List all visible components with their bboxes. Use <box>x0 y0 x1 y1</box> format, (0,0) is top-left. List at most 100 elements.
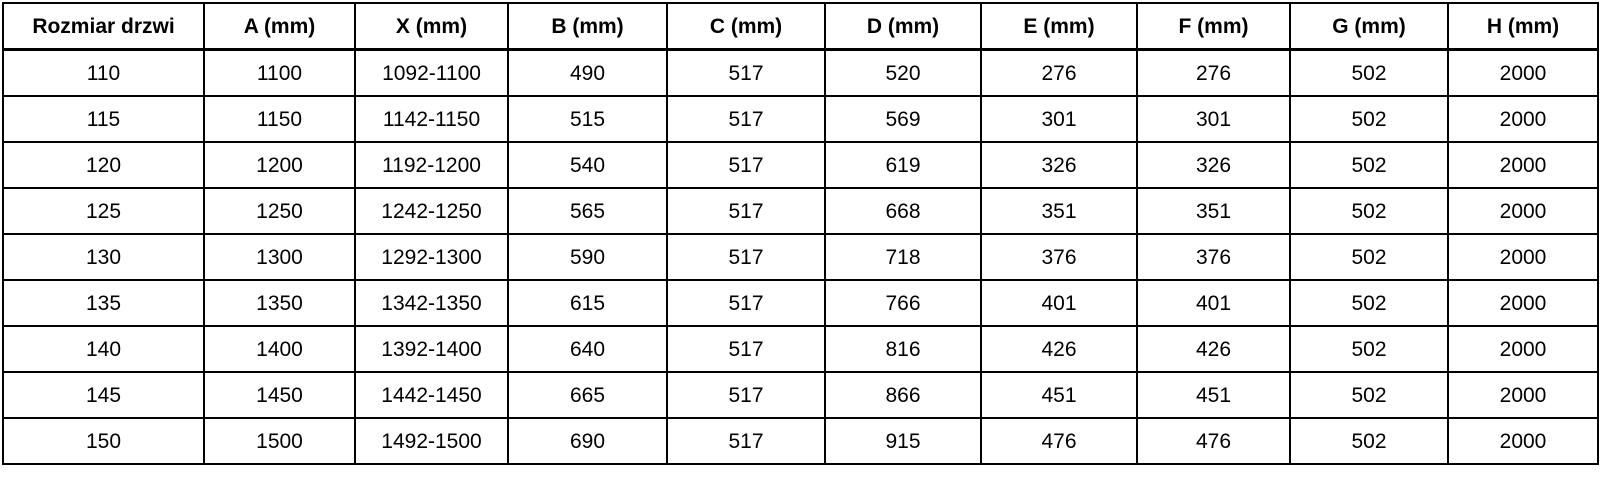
table-cell: 490 <box>507 48 668 97</box>
table-cell: 565 <box>507 187 668 235</box>
table-cell: 668 <box>824 187 982 235</box>
table-cell: 1250 <box>203 187 356 235</box>
table-cell: 640 <box>507 325 668 373</box>
table-row-120: 120 1200 1192-1200 540 517 619 326 326 5… <box>2 141 1599 189</box>
table-cell: 1192-1200 <box>354 141 509 189</box>
table-cell: 502 <box>1289 279 1449 327</box>
table-cell: 915 <box>824 417 982 465</box>
table-cell: 1500 <box>203 417 356 465</box>
column-header-f: F (mm) <box>1136 2 1291 51</box>
table-row-125: 125 1250 1242-1250 565 517 668 351 351 5… <box>2 187 1599 235</box>
table-cell: 1292-1300 <box>354 233 509 281</box>
table-cell: 2000 <box>1447 141 1599 189</box>
column-header-b: B (mm) <box>507 2 668 51</box>
table-cell: 665 <box>507 371 668 419</box>
table-cell: 517 <box>666 233 826 281</box>
table-cell: 502 <box>1289 417 1449 465</box>
table-cell: 1300 <box>203 233 356 281</box>
table-cell: 376 <box>1136 233 1291 281</box>
table-cell: 517 <box>666 141 826 189</box>
table-cell: 517 <box>666 417 826 465</box>
table-cell: 766 <box>824 279 982 327</box>
table-cell: 2000 <box>1447 279 1599 327</box>
table-cell: 619 <box>824 141 982 189</box>
table-cell: 145 <box>2 371 205 419</box>
table-cell: 276 <box>980 48 1138 97</box>
table-cell: 502 <box>1289 371 1449 419</box>
table-cell: 1450 <box>203 371 356 419</box>
table-cell: 517 <box>666 48 826 97</box>
table-cell: 502 <box>1289 141 1449 189</box>
table-cell: 517 <box>666 279 826 327</box>
table-cell: 1242-1250 <box>354 187 509 235</box>
table-row-135: 135 1350 1342-1350 615 517 766 401 401 5… <box>2 279 1599 327</box>
table-cell: 426 <box>980 325 1138 373</box>
table-cell: 1200 <box>203 141 356 189</box>
table-cell: 816 <box>824 325 982 373</box>
table-cell: 1492-1500 <box>354 417 509 465</box>
column-header-h: H (mm) <box>1447 2 1599 51</box>
table-row-140: 140 1400 1392-1400 640 517 816 426 426 5… <box>2 325 1599 373</box>
table-cell: 301 <box>980 95 1138 143</box>
table-cell: 1342-1350 <box>354 279 509 327</box>
door-dimensions-table: Rozmiar drzwi A (mm) X (mm) B (mm) C (mm… <box>2 2 1599 465</box>
header-row: Rozmiar drzwi A (mm) X (mm) B (mm) C (mm… <box>2 2 1599 51</box>
table-cell: 115 <box>2 95 205 143</box>
table-cell: 476 <box>980 417 1138 465</box>
column-header-e: E (mm) <box>980 2 1138 51</box>
table-cell: 351 <box>980 187 1138 235</box>
table-cell: 590 <box>507 233 668 281</box>
table-cell: 110 <box>2 48 205 97</box>
table-cell: 451 <box>980 371 1138 419</box>
table-cell: 502 <box>1289 95 1449 143</box>
table-cell: 426 <box>1136 325 1291 373</box>
table-cell: 150 <box>2 417 205 465</box>
table-cell: 515 <box>507 95 668 143</box>
table-cell: 718 <box>824 233 982 281</box>
table-cell: 690 <box>507 417 668 465</box>
table-cell: 540 <box>507 141 668 189</box>
table-cell: 502 <box>1289 325 1449 373</box>
table-cell: 401 <box>1136 279 1291 327</box>
table-cell: 1392-1400 <box>354 325 509 373</box>
table-cell: 476 <box>1136 417 1291 465</box>
column-header-rozmiar-drzwi: Rozmiar drzwi <box>2 2 205 51</box>
table-row-145: 145 1450 1442-1450 665 517 866 451 451 5… <box>2 371 1599 419</box>
table-cell: 326 <box>980 141 1138 189</box>
table-cell: 615 <box>507 279 668 327</box>
table-cell: 120 <box>2 141 205 189</box>
table-cell: 451 <box>1136 371 1291 419</box>
column-header-g: G (mm) <box>1289 2 1449 51</box>
table-cell: 517 <box>666 371 826 419</box>
column-header-d: D (mm) <box>824 2 982 51</box>
table-cell: 2000 <box>1447 187 1599 235</box>
table-cell: 376 <box>980 233 1138 281</box>
table-cell: 135 <box>2 279 205 327</box>
table-row-115: 115 1150 1142-1150 515 517 569 301 301 5… <box>2 95 1599 143</box>
table-cell: 520 <box>824 48 982 97</box>
table-cell: 502 <box>1289 48 1449 97</box>
table-cell: 1150 <box>203 95 356 143</box>
table-cell: 2000 <box>1447 95 1599 143</box>
table-cell: 1142-1150 <box>354 95 509 143</box>
table-cell: 2000 <box>1447 48 1599 97</box>
table-cell: 125 <box>2 187 205 235</box>
table-cell: 2000 <box>1447 325 1599 373</box>
table-cell: 517 <box>666 187 826 235</box>
column-header-x: X (mm) <box>354 2 509 51</box>
column-header-c: C (mm) <box>666 2 826 51</box>
table-cell: 2000 <box>1447 417 1599 465</box>
table-cell: 140 <box>2 325 205 373</box>
table-cell: 2000 <box>1447 233 1599 281</box>
table-cell: 401 <box>980 279 1138 327</box>
table-cell: 866 <box>824 371 982 419</box>
table-cell: 130 <box>2 233 205 281</box>
table-cell: 1092-1100 <box>354 48 509 97</box>
table-cell: 276 <box>1136 48 1291 97</box>
table-cell: 517 <box>666 325 826 373</box>
column-header-a: A (mm) <box>203 2 356 51</box>
table-cell: 326 <box>1136 141 1291 189</box>
table-cell: 2000 <box>1447 371 1599 419</box>
table-cell: 301 <box>1136 95 1291 143</box>
table-cell: 517 <box>666 95 826 143</box>
